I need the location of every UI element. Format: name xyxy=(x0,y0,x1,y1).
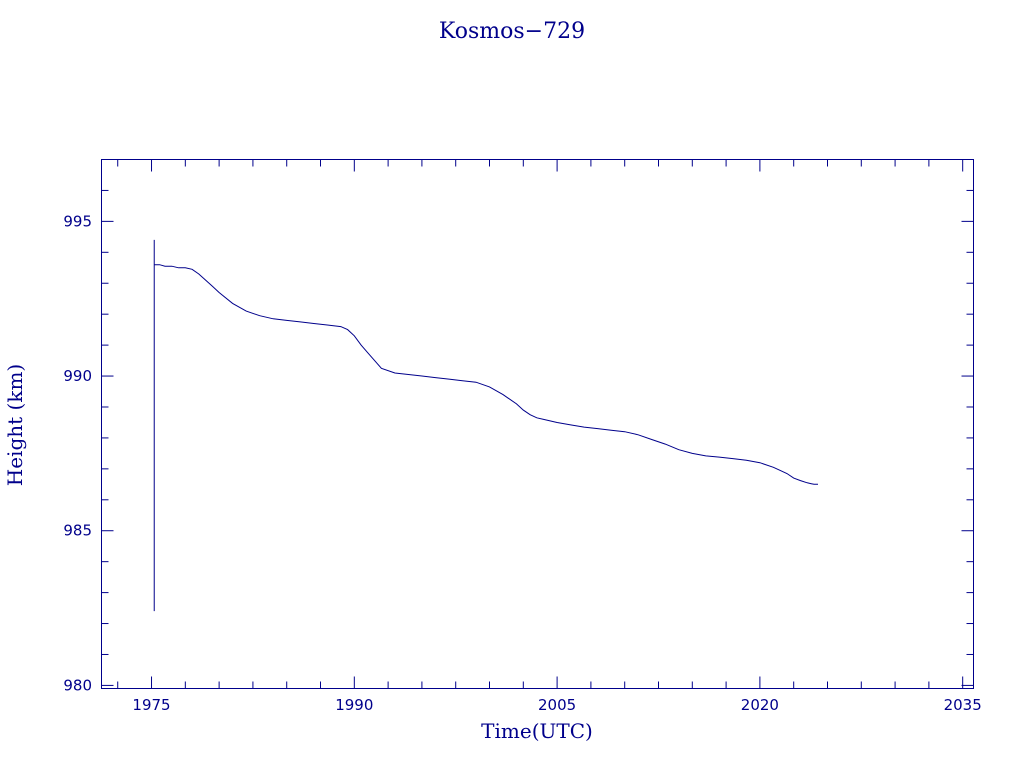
x-tick-label: 1975 xyxy=(132,696,170,714)
x-axis-tick-labels: 1975 1990 2005 2020 2035 xyxy=(132,696,981,714)
plot-frame xyxy=(101,159,974,689)
y-axis-label: Height (km) xyxy=(3,364,27,486)
x-tick-label: 2020 xyxy=(741,696,779,714)
x-tick-label: 2035 xyxy=(944,696,982,714)
y-axis-tick-labels: 980 985 990 995 xyxy=(63,212,92,694)
series-layer xyxy=(153,239,818,612)
x-tick-label: 1990 xyxy=(335,696,373,714)
x-tick-label: 2005 xyxy=(538,696,576,714)
y-tick-label: 985 xyxy=(63,522,92,540)
y-axis-ticks xyxy=(101,159,974,686)
chart-title: Kosmos−729 xyxy=(439,19,585,44)
y-tick-label: 980 xyxy=(63,676,92,694)
y-tick-label: 995 xyxy=(63,212,92,230)
x-axis-label: Time(UTC) xyxy=(481,719,593,743)
y-tick-label: 990 xyxy=(63,367,92,385)
height-series-line xyxy=(154,264,818,485)
x-axis-ticks xyxy=(117,159,964,689)
